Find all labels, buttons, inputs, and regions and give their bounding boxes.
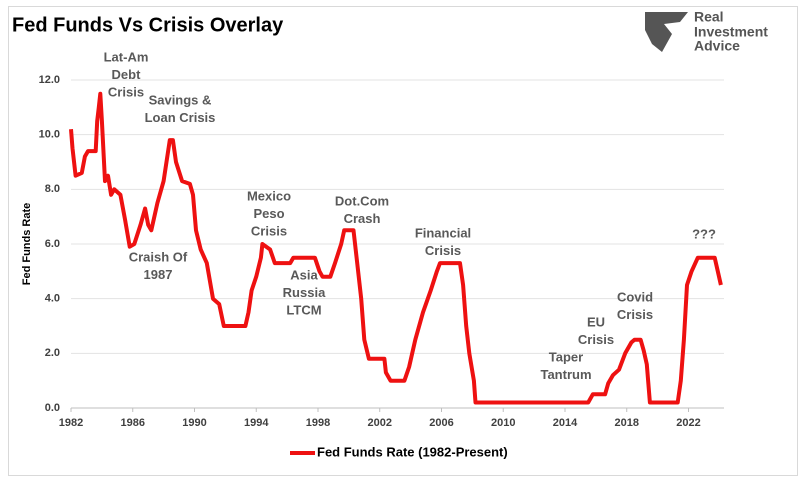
y-tick-label: 0.0 [45, 402, 60, 414]
chart-frame [8, 6, 798, 476]
annotation: Dot.Com [335, 193, 389, 208]
annotation: Taper [549, 349, 583, 364]
annotation: Financial [415, 225, 471, 240]
x-tick-label: 1982 [59, 417, 83, 429]
y-tick-label: 2.0 [45, 347, 60, 359]
annotation: ??? [692, 226, 716, 241]
annotation: Crisis [617, 307, 653, 322]
logo-text: Investment [694, 24, 768, 40]
x-tick-label: 1986 [121, 417, 145, 429]
annotation: Crisis [108, 84, 144, 99]
y-axis-label: Fed Funds Rate [21, 203, 33, 286]
annotation: Crisis [425, 243, 461, 258]
annotation: Lat-Am [104, 49, 149, 64]
logo-text: Advice [694, 38, 740, 54]
x-tick-label: 2018 [615, 417, 639, 429]
annotation: 1987 [144, 267, 173, 282]
chart-title: Fed Funds Vs Crisis Overlay [12, 14, 284, 36]
annotation: Crisis [578, 332, 614, 347]
annotation: Savings & [149, 92, 212, 107]
x-tick-label: 2014 [553, 417, 578, 429]
annotation: Crash [344, 211, 381, 226]
logo: Real Investment Advice [645, 9, 768, 54]
x-tick-label: 2022 [676, 417, 700, 429]
y-tick-label: 10.0 [39, 129, 60, 141]
x-tick-label: 2002 [368, 417, 392, 429]
x-tick-label: 1998 [306, 417, 330, 429]
y-tick-label: 12.0 [39, 74, 60, 86]
line [69, 91, 723, 405]
x-tick-label: 1990 [182, 417, 206, 429]
x-tick-label: 2010 [491, 417, 515, 429]
x-tick-label: 2006 [429, 417, 453, 429]
annotation: Loan Crisis [145, 110, 216, 125]
y-tick-label: 6.0 [45, 238, 60, 250]
annotation: Peso [253, 206, 284, 221]
annotation: Tantrum [540, 367, 591, 382]
y-tick-label: 4.0 [45, 293, 60, 305]
annotation: Covid [617, 289, 653, 304]
y-tick-label: 8.0 [45, 183, 60, 195]
annotation: Mexico [247, 188, 291, 203]
annotation: Craish Of [129, 249, 188, 264]
x-tick-label: 1994 [244, 417, 269, 429]
annotation: Asia [290, 267, 318, 282]
annotation: Russia [283, 285, 326, 300]
annotation: Debt [112, 67, 142, 82]
annotation: LTCM [286, 302, 321, 317]
annotation: Crisis [251, 223, 287, 238]
legend-label: Fed Funds Rate (1982-Present) [317, 444, 508, 459]
annotation: EU [587, 314, 605, 329]
logo-text: Real [694, 9, 724, 25]
logo-icon [645, 12, 688, 52]
